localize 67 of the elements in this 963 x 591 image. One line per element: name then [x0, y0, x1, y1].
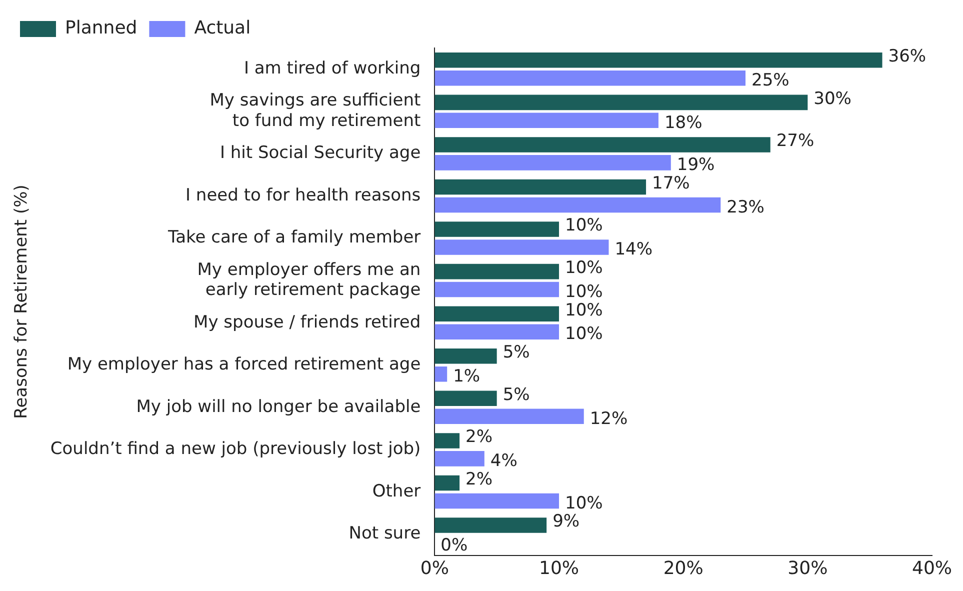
bar	[434, 240, 609, 255]
data-label: 23%	[726, 197, 764, 218]
y-tick-label: Not sure	[348, 524, 421, 544]
bar	[434, 306, 559, 322]
y-tick-label: My employer offers me an early retirement package	[197, 260, 421, 300]
y-tick-label: My employer has a forced retirement age	[67, 354, 421, 375]
data-label: 19%	[676, 155, 715, 176]
data-label: 12%	[590, 408, 628, 429]
bar	[434, 155, 671, 170]
data-label: 30%	[814, 88, 852, 109]
bar	[434, 493, 559, 509]
x-tick-label: 10%	[538, 558, 580, 579]
legend-label: Actual	[194, 18, 251, 39]
data-label: 10%	[564, 324, 603, 344]
data-label: 0%	[440, 536, 468, 556]
data-label: 10%	[564, 282, 603, 302]
y-tick-label: Couldn’t find a new job (previously lost job)	[50, 439, 421, 460]
y-axis-title: Reasons for Retirement (%)	[12, 184, 32, 419]
y-tick-label: My spouse / friends retired	[194, 312, 421, 332]
data-label: 18%	[664, 112, 702, 133]
bar	[434, 451, 484, 466]
y-tick-label: I hit Social Security age	[220, 143, 421, 164]
bar	[434, 282, 559, 298]
bar	[434, 408, 584, 424]
data-label: 17%	[652, 173, 690, 194]
data-label: 4%	[490, 451, 518, 472]
data-label: 25%	[751, 70, 790, 91]
bar	[434, 179, 646, 195]
bar	[434, 137, 770, 152]
y-tick-label: Take care of a family member	[167, 228, 421, 248]
data-label: 2%	[466, 469, 493, 490]
data-label: 1%	[453, 366, 480, 387]
bar	[434, 264, 559, 280]
y-tick-label: I am tired of working	[244, 58, 421, 79]
legend-label: Planned	[65, 18, 138, 39]
data-label: 27%	[776, 131, 814, 152]
x-tick-label: 30%	[788, 558, 828, 579]
bar	[434, 390, 497, 406]
data-label: 10%	[564, 258, 603, 278]
data-label: 9%	[552, 512, 580, 532]
y-tick-label: My savings are sufficient to fund my retirement	[210, 90, 421, 132]
bar	[434, 433, 460, 448]
data-label: 10%	[564, 493, 603, 514]
y-tick-label: I need to for health reasons	[186, 185, 421, 206]
y-tick-label: My job will no longer be available	[136, 396, 421, 417]
data-label: 14%	[614, 240, 653, 260]
bar	[434, 518, 547, 533]
data-label: 5%	[502, 384, 530, 405]
bar	[434, 112, 658, 128]
data-label: 10%	[564, 300, 603, 320]
x-tick-label: 0%	[420, 558, 449, 579]
bar	[434, 222, 559, 237]
bar	[434, 324, 559, 340]
bar	[434, 348, 497, 364]
bar	[434, 475, 460, 491]
bar	[434, 52, 882, 68]
y-tick-label: Other	[372, 481, 421, 502]
bar	[434, 366, 448, 382]
data-label: 10%	[564, 216, 603, 236]
data-label: 2%	[466, 427, 493, 448]
bar	[434, 197, 721, 213]
data-label: 36%	[888, 46, 926, 67]
x-tick-label: 20%	[663, 558, 704, 579]
data-label: 5%	[502, 342, 530, 363]
bar	[434, 70, 746, 86]
x-tick-label: 40%	[912, 558, 952, 579]
bar	[434, 94, 808, 110]
